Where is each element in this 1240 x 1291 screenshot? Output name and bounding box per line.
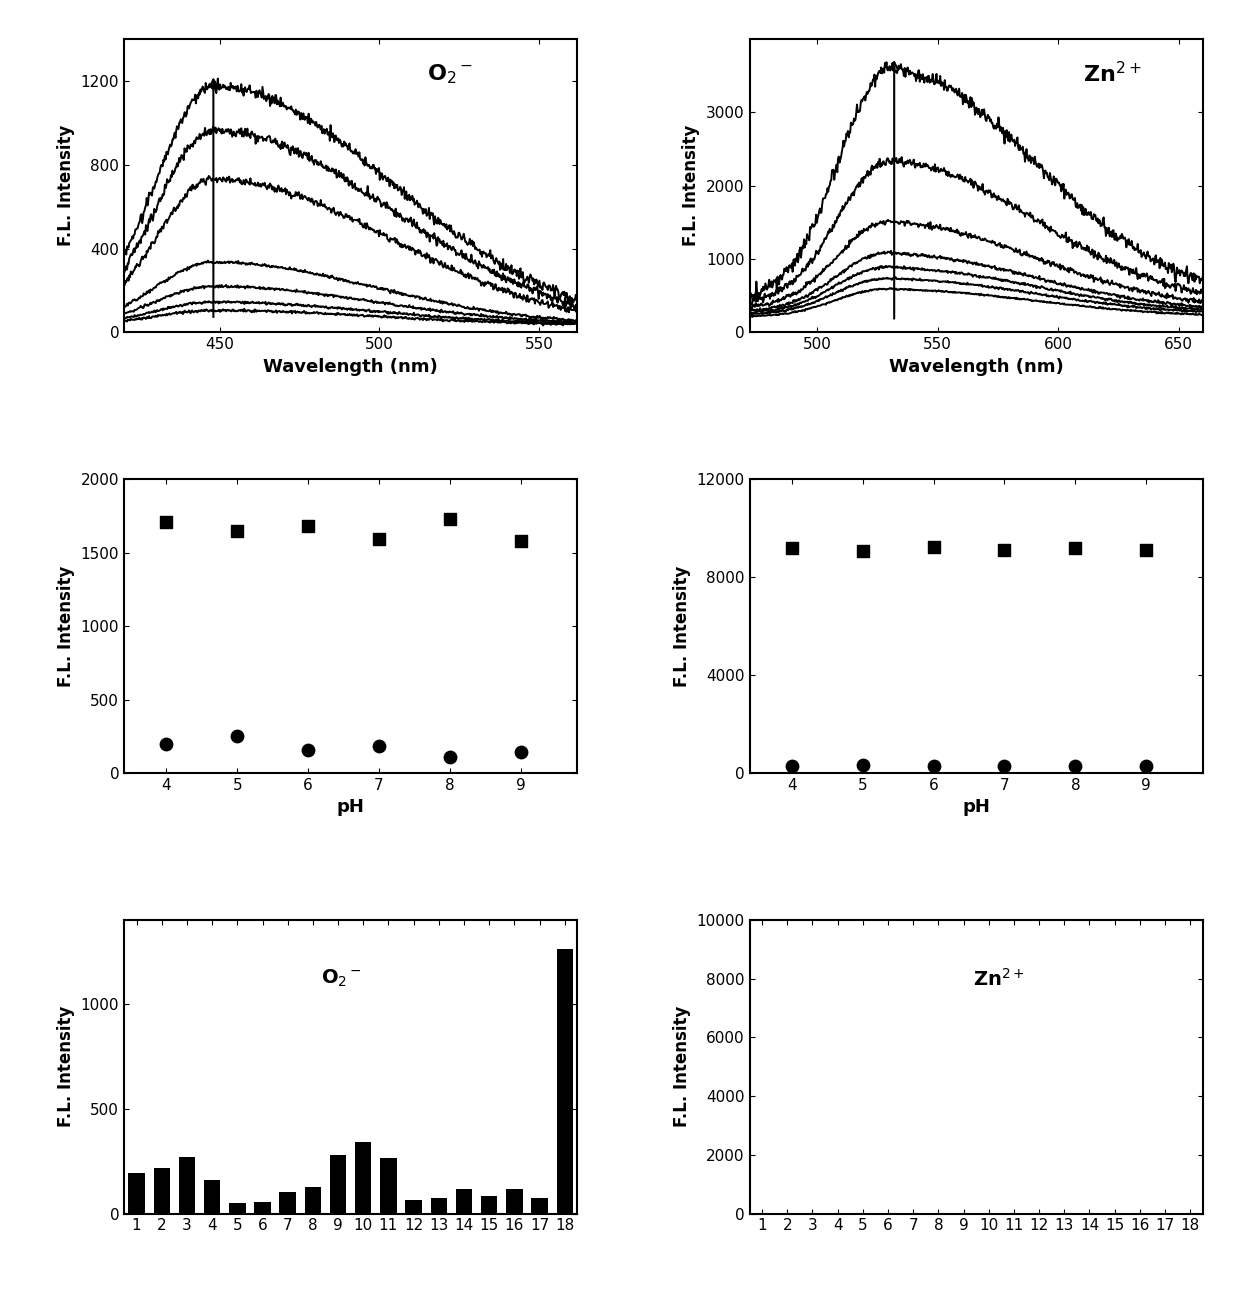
Point xyxy=(853,541,873,562)
Bar xyxy=(229,1203,246,1214)
Point xyxy=(299,516,319,537)
Point xyxy=(440,509,460,529)
Bar xyxy=(179,1157,195,1214)
X-axis label: Wavelength (nm): Wavelength (nm) xyxy=(889,358,1064,376)
X-axis label: Wavelength (nm): Wavelength (nm) xyxy=(263,358,438,376)
Point xyxy=(227,520,247,541)
Point xyxy=(370,529,389,550)
Bar xyxy=(405,1199,422,1214)
Point xyxy=(924,536,944,556)
Bar xyxy=(330,1154,346,1214)
Bar xyxy=(154,1168,170,1214)
Point xyxy=(782,755,802,776)
Point xyxy=(1136,755,1156,776)
Point xyxy=(511,741,531,762)
Bar xyxy=(279,1192,296,1214)
Y-axis label: F.L. Intensity: F.L. Intensity xyxy=(57,565,76,687)
Bar xyxy=(381,1158,397,1214)
Bar xyxy=(456,1189,472,1214)
Point xyxy=(1136,540,1156,560)
Bar xyxy=(481,1195,497,1214)
Bar xyxy=(506,1189,522,1214)
Bar xyxy=(355,1143,372,1214)
Bar xyxy=(254,1202,270,1214)
Y-axis label: F.L. Intensity: F.L. Intensity xyxy=(57,1006,76,1127)
Point xyxy=(440,746,460,767)
Point xyxy=(156,735,176,755)
Bar xyxy=(430,1198,446,1214)
Point xyxy=(994,540,1014,560)
Y-axis label: F.L. Intensity: F.L. Intensity xyxy=(682,125,701,247)
Point xyxy=(1065,755,1085,776)
Point xyxy=(924,755,944,776)
Point xyxy=(511,531,531,551)
Bar xyxy=(305,1188,321,1214)
Point xyxy=(370,736,389,757)
Bar xyxy=(557,949,573,1214)
Point xyxy=(227,726,247,746)
Bar xyxy=(203,1180,221,1214)
Bar xyxy=(531,1198,548,1214)
X-axis label: pH: pH xyxy=(962,798,990,816)
Point xyxy=(299,740,319,760)
Point xyxy=(1065,537,1085,558)
Point xyxy=(782,537,802,558)
Y-axis label: F.L. Intensity: F.L. Intensity xyxy=(57,125,76,247)
Point xyxy=(994,755,1014,776)
Bar xyxy=(129,1172,145,1214)
Text: Zn$^{2+}$: Zn$^{2+}$ xyxy=(1083,62,1141,86)
Text: O$_2$$^-$: O$_2$$^-$ xyxy=(321,968,362,989)
Text: Zn$^{2+}$: Zn$^{2+}$ xyxy=(973,968,1024,989)
Text: O$_2$$^-$: O$_2$$^-$ xyxy=(428,62,474,85)
Point xyxy=(853,754,873,775)
Point xyxy=(156,511,176,532)
Y-axis label: F.L. Intensity: F.L. Intensity xyxy=(673,565,691,687)
X-axis label: pH: pH xyxy=(337,798,365,816)
Y-axis label: F.L. Intensity: F.L. Intensity xyxy=(673,1006,691,1127)
